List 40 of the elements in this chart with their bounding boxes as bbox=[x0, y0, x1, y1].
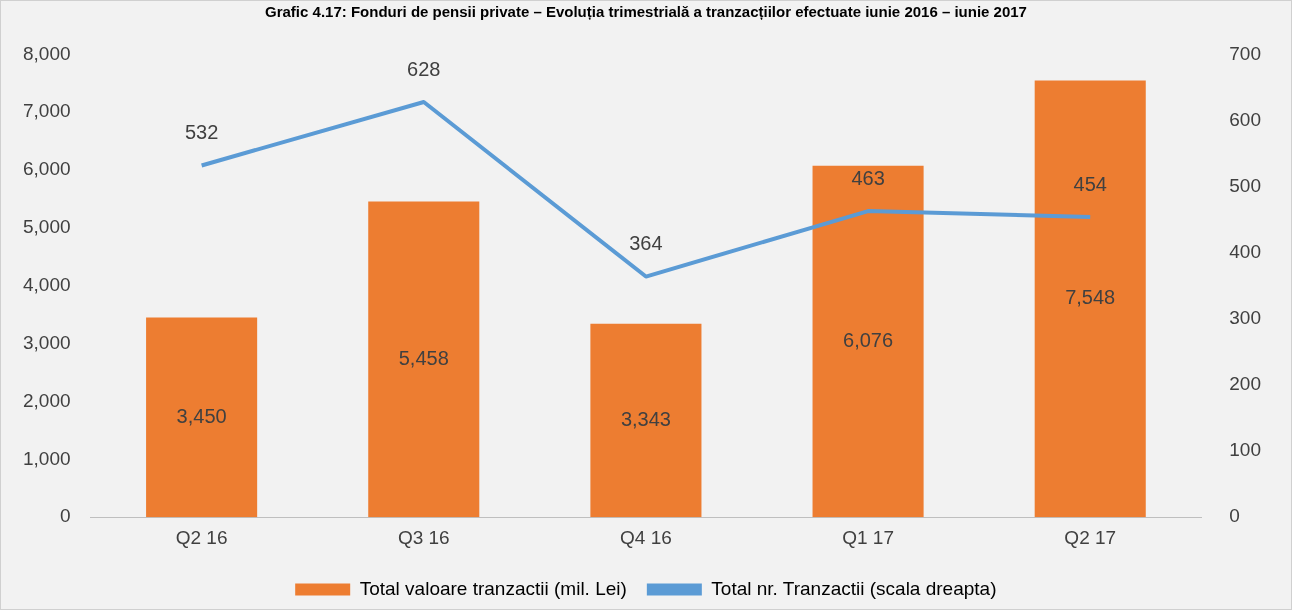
x-tick-label: Q1 17 bbox=[842, 526, 894, 548]
y-tick-label: 3,000 bbox=[23, 331, 71, 353]
y-tick-label: 0 bbox=[59, 505, 71, 527]
bar bbox=[590, 323, 702, 518]
data-label: 5,458 bbox=[398, 346, 449, 369]
data-label: 628 bbox=[407, 57, 441, 80]
legend-label: Total nr. Tranzactii (scala dreapta) bbox=[711, 577, 997, 599]
y-tick-label: 6,000 bbox=[23, 158, 71, 180]
y-tick-label: 2,000 bbox=[23, 389, 71, 411]
data-label: 7,548 bbox=[1065, 286, 1116, 309]
legend-label: Total valoare tranzactii (mil. Lei) bbox=[359, 577, 627, 599]
x-tick-label: Q2 16 bbox=[175, 526, 228, 548]
y2-tick-label: 0 bbox=[1229, 505, 1240, 527]
y-tick-label: 1,000 bbox=[23, 447, 71, 469]
data-label: 364 bbox=[629, 232, 663, 255]
data-label: 3,343 bbox=[620, 408, 671, 431]
x-tick-label: Q2 17 bbox=[1064, 526, 1117, 548]
bar bbox=[368, 201, 480, 518]
data-label: 6,076 bbox=[843, 328, 894, 351]
y2-tick-label: 300 bbox=[1229, 307, 1261, 329]
data-label: 454 bbox=[1073, 172, 1107, 195]
data-label: 463 bbox=[851, 166, 885, 189]
y-tick-label: 4,000 bbox=[23, 274, 71, 296]
y-tick-label: 8,000 bbox=[23, 42, 71, 64]
x-tick-label: Q4 16 bbox=[620, 526, 672, 548]
y2-tick-label: 700 bbox=[1229, 42, 1261, 64]
y-tick-label: 7,000 bbox=[23, 100, 71, 122]
y2-tick-label: 100 bbox=[1229, 439, 1261, 461]
y2-tick-label: 500 bbox=[1229, 174, 1261, 196]
bar bbox=[146, 317, 258, 518]
chart-title: Grafic 4.17: Fonduri de pensii private – Evoluția trimestrială a tranzacțiilor efectuate iunie 2016 – iunie 2017 bbox=[264, 3, 1028, 20]
data-label: 3,450 bbox=[176, 404, 227, 427]
y2-tick-label: 200 bbox=[1229, 373, 1261, 395]
y-tick-label: 5,000 bbox=[23, 216, 71, 238]
bar bbox=[1034, 80, 1146, 518]
data-label: 532 bbox=[184, 120, 219, 143]
y2-tick-label: 600 bbox=[1229, 108, 1261, 130]
y2-tick-label: 400 bbox=[1229, 240, 1261, 262]
x-tick-label: Q3 16 bbox=[397, 526, 450, 548]
bar bbox=[812, 165, 924, 518]
